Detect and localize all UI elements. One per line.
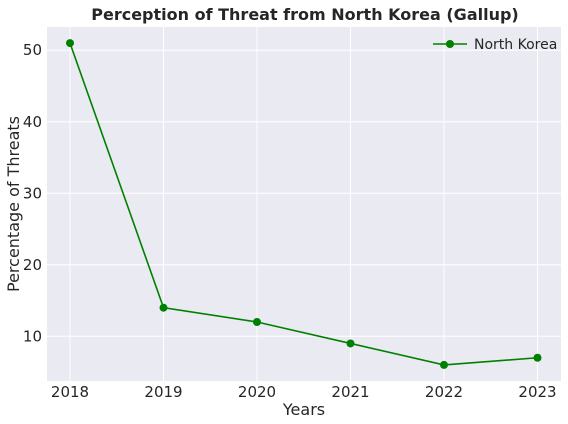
x-tick-label-2019: 2019 (144, 383, 182, 401)
x-tick-labels: 2018 2019 2020 2021 2022 2023 (51, 383, 557, 401)
x-tick-label-2020: 2020 (238, 383, 276, 401)
legend-label-north-korea: North Korea (474, 37, 557, 53)
x-tick-label-2018: 2018 (51, 383, 89, 401)
legend: North Korea (433, 37, 557, 53)
data-point-2018 (66, 39, 74, 48)
plot-area (47, 27, 561, 381)
y-tick-label-40: 40 (23, 113, 42, 131)
data-point-2019 (159, 303, 168, 312)
series-layer (66, 39, 542, 369)
y-tick-label-30: 30 (23, 184, 42, 202)
series-line-north-korea (69, 42, 538, 366)
chart-title: Perception of Threat from North Korea (G… (91, 5, 518, 24)
y-tick-label-10: 10 (23, 327, 42, 345)
data-point-2022 (440, 360, 448, 369)
data-point-2023 (533, 353, 542, 362)
legend-marker-north-korea (446, 40, 454, 48)
y-tick-label-50: 50 (23, 41, 42, 59)
x-tick-label-2022: 2022 (425, 383, 463, 401)
x-tick-label-2023: 2023 (518, 383, 556, 401)
y-tick-label-20: 20 (23, 256, 42, 274)
x-axis-label: Years (282, 400, 325, 419)
y-tick-labels: 10 20 30 40 50 (23, 41, 42, 345)
data-point-2020 (253, 318, 261, 326)
data-point-2021 (346, 339, 355, 348)
grid-lines (47, 27, 561, 381)
y-axis-label: Percentage of Threats (4, 116, 23, 292)
x-tick-label-2021: 2021 (331, 383, 369, 401)
